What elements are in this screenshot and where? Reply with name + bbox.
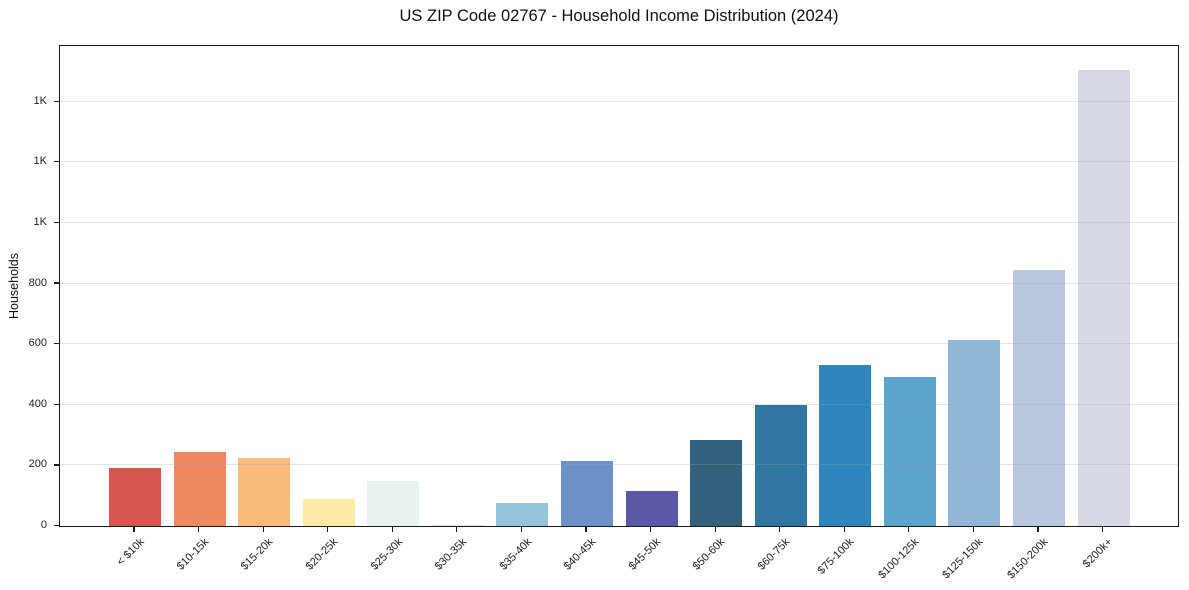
bar-12 — [819, 365, 872, 526]
bar-6 — [431, 524, 484, 526]
bar-10 — [690, 439, 743, 526]
gridline — [60, 464, 1178, 466]
x-tick-label: $75-100k — [815, 536, 857, 577]
gridlines-layer — [60, 46, 1178, 526]
y-tick-label: 1K — [33, 215, 47, 228]
bar-7 — [496, 503, 549, 526]
x-tick-label: $45-50k — [626, 536, 664, 573]
y-tick-mark — [54, 343, 59, 345]
bar-15 — [1013, 269, 1065, 526]
bar-3 — [238, 457, 291, 526]
bar-1 — [109, 468, 161, 526]
x-tick-label: $30-35k — [432, 536, 470, 573]
y-tick-label: 800 — [28, 276, 47, 289]
x-tick-mark — [1037, 527, 1039, 532]
x-tick-label: $150-200k — [1005, 536, 1051, 582]
x-tick-label: $15-20k — [238, 536, 276, 573]
bar-11 — [754, 404, 807, 526]
gridline — [60, 343, 1178, 345]
x-tick-mark — [262, 527, 264, 532]
y-tick-label: 1K — [33, 155, 47, 168]
y-tick-mark — [54, 221, 59, 223]
y-axis-ticks: 0 200 400 600 800 1K 1K 1K — [0, 45, 59, 531]
x-tick-mark — [391, 527, 393, 532]
bar-9 — [625, 491, 678, 526]
y-tick-mark — [54, 464, 59, 466]
bar-13 — [883, 377, 936, 526]
plot-area — [59, 45, 1179, 527]
x-tick-mark — [198, 527, 200, 532]
x-tick-label: $50-60k — [690, 536, 728, 573]
bar-5 — [367, 480, 420, 526]
x-axis-ticks: < $10k $10-15k $15-20k $20-25k $25-30k $30-35… — [59, 527, 1179, 590]
x-tick-mark — [1102, 527, 1104, 532]
bar-8 — [561, 460, 613, 526]
y-tick-mark — [54, 282, 59, 284]
x-tick-mark — [650, 527, 652, 532]
x-tick-mark — [908, 527, 910, 532]
x-tick-mark — [133, 527, 135, 532]
x-tick-label: $10-15k — [174, 536, 212, 573]
x-tick-label: < $10k — [114, 536, 147, 569]
y-tick-label: 1K — [33, 94, 47, 107]
x-tick-mark — [327, 527, 329, 532]
x-tick-mark — [520, 527, 523, 532]
bar-14 — [948, 339, 1001, 526]
gridline — [60, 100, 1178, 102]
y-tick-mark — [54, 161, 59, 163]
x-tick-mark — [456, 527, 458, 532]
x-tick-mark — [779, 527, 781, 532]
gridline — [60, 282, 1178, 284]
x-tick-mark — [714, 527, 716, 532]
x-tick-label: $100-125k — [876, 536, 922, 582]
bar-4 — [302, 498, 355, 526]
x-tick-label: $40-45k — [561, 536, 599, 573]
gridline — [60, 403, 1178, 405]
x-tick-label: $25-30k — [368, 536, 405, 573]
x-tick-mark — [972, 527, 975, 532]
bar-16 — [1077, 69, 1130, 526]
y-tick-label: 600 — [28, 337, 47, 350]
x-tick-label: $20-25k — [303, 536, 341, 573]
y-tick-mark — [54, 524, 59, 527]
chart-title: US ZIP Code 02767 - Household Income Dis… — [399, 7, 839, 25]
gridline — [60, 161, 1178, 163]
x-tick-label: $35-40k — [497, 536, 534, 573]
x-tick-mark — [843, 527, 845, 532]
y-tick-label: 0 — [40, 519, 47, 531]
y-tick-label: 400 — [28, 397, 47, 410]
gridline — [60, 221, 1178, 223]
y-tick-label: 200 — [28, 458, 47, 471]
y-tick-mark — [54, 100, 59, 102]
bar-2 — [173, 451, 226, 526]
x-tick-mark — [585, 527, 587, 532]
y-tick-mark — [54, 403, 59, 405]
x-tick-label: $125-150k — [940, 536, 986, 582]
x-tick-label: $60-75k — [755, 536, 793, 573]
x-tick-label: $200k+ — [1080, 536, 1115, 571]
